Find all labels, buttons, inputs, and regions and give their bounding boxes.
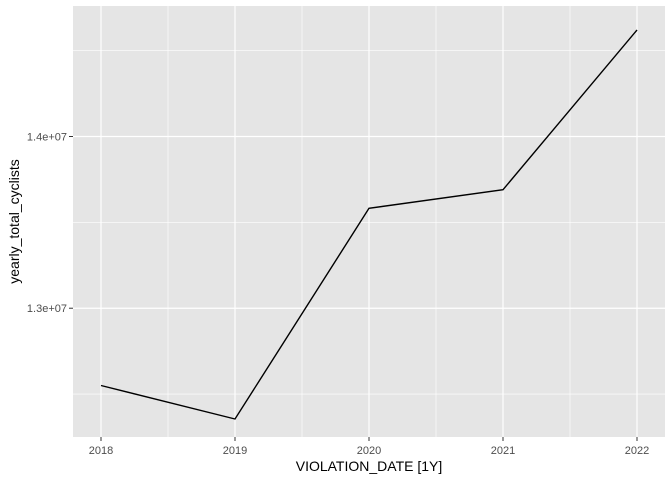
data-point-2022 — [637, 30, 638, 31]
major-gridlines — [73, 6, 665, 437]
data-point-2021 — [503, 189, 504, 190]
data-point-2019 — [235, 418, 236, 419]
x-tick-label: 2019 — [223, 445, 247, 457]
y-axis-title: yearly_total_cyclists — [6, 159, 22, 284]
x-tick-label: 2018 — [89, 445, 113, 457]
series-line — [100, 29, 638, 420]
y-tick-label: 1.3e+07 — [27, 303, 67, 315]
x-tick-label: 2021 — [491, 445, 515, 457]
x-tick-label: 2022 — [625, 445, 649, 457]
y-tick-label: 1.4e+07 — [27, 132, 67, 144]
x-tick-label: 2020 — [357, 445, 381, 457]
x-axis-title: VIOLATION_DATE [1Y] — [296, 458, 443, 474]
y-axis: 1.3e+07 1.4e+07 — [27, 132, 73, 315]
data-point-2020 — [369, 208, 370, 209]
x-axis: 2018 2019 2020 2021 2022 — [89, 437, 649, 457]
data-point-2018 — [101, 385, 102, 386]
